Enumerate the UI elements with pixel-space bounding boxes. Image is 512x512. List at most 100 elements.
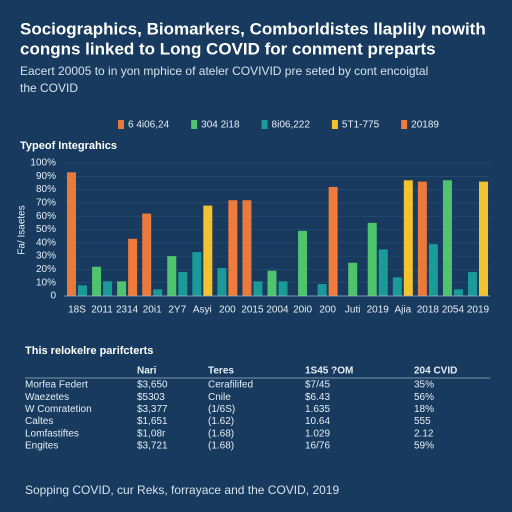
bar	[253, 281, 263, 296]
x-tick-label: 2004	[266, 305, 289, 316]
table-cell: Engites	[25, 441, 58, 452]
bar	[153, 289, 163, 296]
table-cell: (1.68)	[208, 441, 234, 452]
bar	[442, 180, 452, 296]
legend-label: 6 4i06,24	[128, 120, 170, 131]
bar	[242, 200, 252, 296]
bar	[278, 281, 288, 296]
table-cell: $3,377	[137, 404, 168, 415]
x-tick-label: 2314	[116, 305, 139, 316]
bar	[298, 230, 308, 296]
x-tick-label: Asyi	[193, 305, 212, 316]
table-cell: 2.12	[414, 428, 434, 439]
y-tick-label: 30%	[36, 251, 56, 262]
bar	[317, 284, 327, 296]
footer: Sopping COVID, cur Reks, forrayace and t…	[25, 483, 339, 497]
table-cell: 16/76	[305, 441, 330, 452]
table-cell: 10.64	[305, 416, 330, 427]
x-tick-label: 2Y7	[168, 305, 186, 316]
x-tick-label: 20i1	[143, 305, 162, 316]
bar	[178, 272, 188, 296]
table-cell: 35%	[414, 380, 434, 391]
bar	[328, 186, 338, 296]
table-cell: Morfea Federt	[25, 380, 88, 391]
x-tick-label: Ajia	[394, 305, 411, 316]
bar	[103, 281, 113, 296]
table-cell: $1,08r	[137, 428, 166, 439]
y-tick-label: 50%	[36, 224, 56, 235]
table-cell: W Comratetion	[25, 404, 92, 415]
bar	[228, 200, 238, 296]
table-cell: (1/6S)	[208, 404, 235, 415]
table-header: Nari	[137, 366, 157, 377]
bar	[142, 213, 152, 296]
bar	[453, 289, 463, 296]
table-cell: Cnile	[208, 392, 231, 403]
table-cell: $6.43	[305, 392, 330, 403]
y-tick-label: 60%	[36, 211, 56, 222]
table-cell: (1.68)	[208, 428, 234, 439]
y-tick-label: 0	[50, 291, 56, 302]
bar	[428, 244, 438, 296]
legend-swatch	[191, 120, 198, 129]
legend-swatch	[118, 120, 124, 129]
table-title: This relokelre parifcterts	[25, 345, 153, 357]
bar	[267, 270, 277, 296]
table-cell: 56%	[414, 392, 434, 403]
bar	[128, 238, 138, 296]
subtitle-line: Eacert 20005 to in yon mphice of ateler …	[20, 64, 428, 78]
table-header: 204 CVID	[414, 366, 457, 377]
table-cell: 59%	[414, 441, 434, 452]
x-tick-label: 20i0	[293, 305, 312, 316]
table-cell: $5303	[137, 392, 165, 403]
y-axis-label: Fa/ Isaetes	[17, 205, 28, 254]
x-tick-label: 2015	[241, 305, 264, 316]
y-tick-label: 10%	[36, 277, 56, 288]
x-tick-label: 200	[319, 305, 336, 316]
bar	[479, 181, 488, 296]
x-tick-label: 2011	[91, 305, 113, 316]
bar	[403, 180, 413, 296]
legend-swatch	[331, 120, 338, 129]
table-cell: (1.62)	[208, 416, 234, 427]
subtitle-line: the COVID	[20, 81, 78, 95]
legend-label: 5T1-775	[342, 120, 380, 131]
bar	[203, 205, 213, 296]
bar	[417, 181, 427, 296]
title-line: Sociographics, Biomarkers, Comborldistes…	[20, 19, 486, 38]
bar	[367, 222, 377, 296]
x-tick-label: 200	[219, 305, 236, 316]
y-tick-label: 80%	[36, 184, 56, 195]
bar	[92, 266, 102, 296]
table-cell: 1.635	[305, 404, 330, 415]
table-header: Teres	[208, 366, 234, 377]
bar	[348, 262, 358, 296]
legend-label: 304 2i18	[201, 120, 240, 131]
bar	[117, 281, 127, 296]
x-tick-label: 18S	[68, 305, 86, 316]
legend-label: 8i06,222	[272, 120, 311, 131]
table-cell: Caltes	[25, 416, 53, 427]
chart-title: Typeof Integrahics	[20, 140, 117, 152]
legend-swatch	[261, 120, 268, 129]
bar	[392, 277, 402, 296]
y-tick-label: 40%	[36, 237, 56, 248]
x-tick-label: 2019	[467, 305, 490, 316]
bar	[468, 272, 477, 296]
x-tick-label: 2019	[367, 305, 390, 316]
x-tick-label: 2018	[417, 305, 440, 316]
bar	[167, 256, 177, 296]
y-tick-label: 70%	[36, 198, 56, 209]
table-cell: $7/45	[305, 380, 330, 391]
x-tick-label: Juti	[345, 305, 361, 316]
table-cell: $1,651	[137, 416, 168, 427]
y-tick-label: 20%	[36, 264, 56, 275]
legend-swatch	[401, 120, 408, 129]
table-cell: $3,650	[137, 380, 168, 391]
x-tick-label: 2054	[442, 305, 465, 316]
table-cell: 555	[414, 416, 431, 427]
bar	[192, 252, 202, 296]
legend-label: 20189	[411, 120, 439, 131]
table-cell: Cerafilifed	[208, 380, 253, 391]
